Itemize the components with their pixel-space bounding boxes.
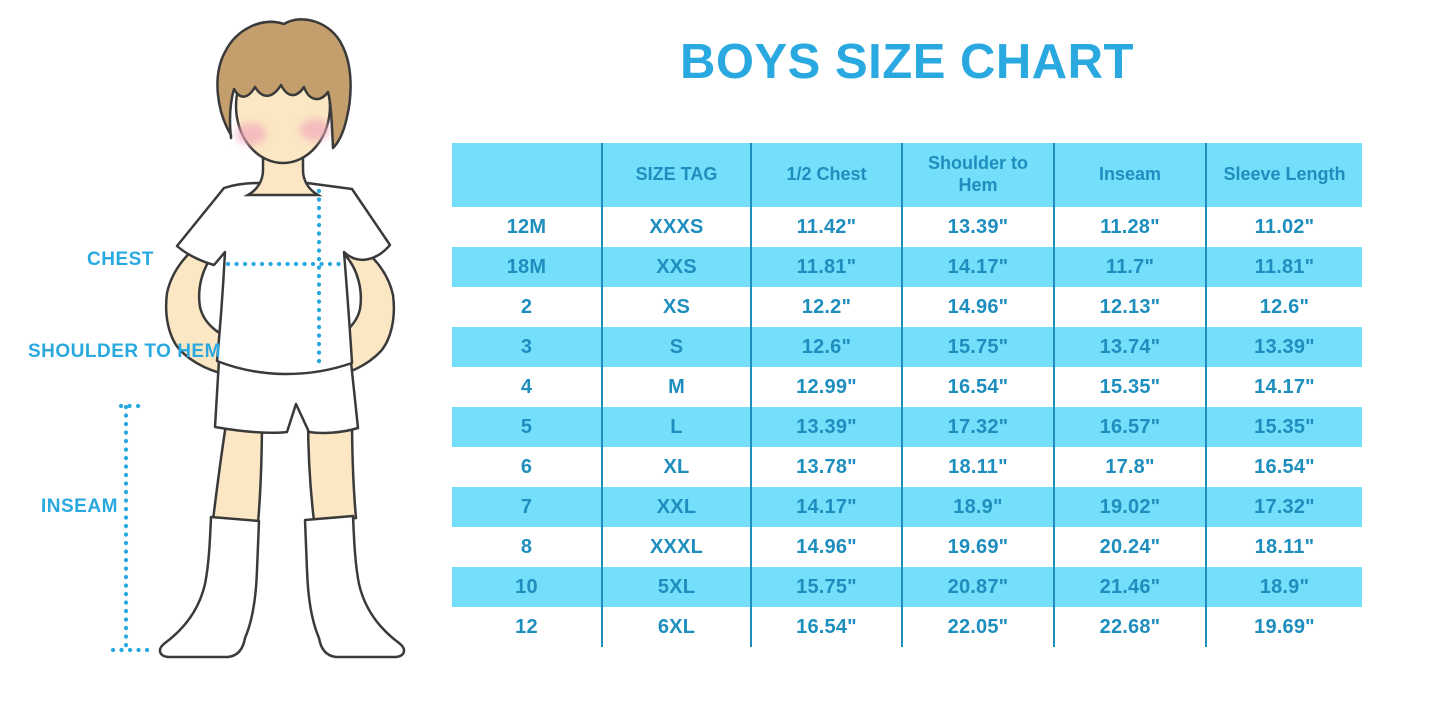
size-value-cell: XS <box>603 287 752 327</box>
size-row-label: 2 <box>452 287 603 327</box>
boy-figure-illustration <box>110 18 406 659</box>
size-value-cell: 13.74" <box>1055 327 1207 367</box>
size-value-cell: XXXS <box>603 207 752 247</box>
size-value-cell: 15.35" <box>1207 407 1362 447</box>
size-value-cell: 18.11" <box>1207 527 1362 567</box>
size-value-cell: 12.13" <box>1055 287 1207 327</box>
blush-left <box>236 123 266 145</box>
size-value-cell: XXXL <box>603 527 752 567</box>
size-value-cell: XL <box>603 447 752 487</box>
size-value-cell: 13.39" <box>752 407 903 447</box>
size-value-cell: 16.54" <box>752 607 903 647</box>
size-value-cell: 18.11" <box>903 447 1055 487</box>
size-value-cell: 13.39" <box>903 207 1055 247</box>
size-row-label: 3 <box>452 327 603 367</box>
inseam-label: INSEAM <box>41 496 118 517</box>
size-value-cell: 18.9" <box>1207 567 1362 607</box>
column-header: Shoulder to Hem <box>903 143 1055 207</box>
size-value-cell: 11.7" <box>1055 247 1207 287</box>
size-value-cell: 14.96" <box>903 287 1055 327</box>
chest-label: CHEST <box>87 249 154 270</box>
size-value-cell: 20.87" <box>903 567 1055 607</box>
size-value-cell: 14.17" <box>1207 367 1362 407</box>
size-value-cell: 6XL <box>603 607 752 647</box>
size-value-cell: XXS <box>603 247 752 287</box>
size-value-cell: 17.8" <box>1055 447 1207 487</box>
size-value-cell: 17.32" <box>903 407 1055 447</box>
size-value-cell: 12.99" <box>752 367 903 407</box>
size-value-cell: 16.54" <box>1207 447 1362 487</box>
size-value-cell: 14.17" <box>752 487 903 527</box>
size-row-label: 12M <box>452 207 603 247</box>
size-value-cell: 19.02" <box>1055 487 1207 527</box>
size-value-cell: 12.6" <box>1207 287 1362 327</box>
size-value-cell: 15.35" <box>1055 367 1207 407</box>
size-value-cell: L <box>603 407 752 447</box>
column-header <box>452 143 603 207</box>
size-value-cell: M <box>603 367 752 407</box>
size-value-cell: 13.78" <box>752 447 903 487</box>
size-value-cell: 19.69" <box>903 527 1055 567</box>
size-value-cell: 16.54" <box>903 367 1055 407</box>
size-value-cell: 21.46" <box>1055 567 1207 607</box>
shirt-shape <box>175 181 392 376</box>
size-row-label: 12 <box>452 607 603 647</box>
size-value-cell: 15.75" <box>903 327 1055 367</box>
page-title: BOYS SIZE CHART <box>680 35 1134 89</box>
size-value-cell: 13.39" <box>1207 327 1362 367</box>
blush-right <box>300 119 330 141</box>
size-row-label: 10 <box>452 567 603 607</box>
size-value-cell: 18.9" <box>903 487 1055 527</box>
size-row-label: 18M <box>452 247 603 287</box>
size-value-cell: 17.32" <box>1207 487 1362 527</box>
size-value-cell: 19.69" <box>1207 607 1362 647</box>
right-leg <box>306 412 358 523</box>
size-value-cell: 11.28" <box>1055 207 1207 247</box>
column-header: SIZE TAG <box>603 143 752 207</box>
column-header: Inseam <box>1055 143 1207 207</box>
size-value-cell: 20.24" <box>1055 527 1207 567</box>
size-value-cell: 16.57" <box>1055 407 1207 447</box>
size-value-cell: 5XL <box>603 567 752 607</box>
left-sock <box>158 515 261 659</box>
size-value-cell: 11.81" <box>752 247 903 287</box>
size-value-cell: XXL <box>603 487 752 527</box>
hair-shape <box>216 18 352 150</box>
size-value-cell: S <box>603 327 752 367</box>
column-header: 1/2 Chest <box>752 143 903 207</box>
size-value-cell: 22.68" <box>1055 607 1207 647</box>
shoulder-to-hem-label: SHOULDER TO HEM <box>28 341 221 362</box>
size-row-label: 8 <box>452 527 603 567</box>
size-value-cell: 11.81" <box>1207 247 1362 287</box>
size-value-cell: 12.2" <box>752 287 903 327</box>
size-value-cell: 22.05" <box>903 607 1055 647</box>
size-value-cell: 15.75" <box>752 567 903 607</box>
column-header: Sleeve Length <box>1207 143 1362 207</box>
size-value-cell: 12.6" <box>752 327 903 367</box>
size-table: SIZE TAG 1/2 Chest Shoulder to Hem Inseam Sl… <box>452 143 1362 647</box>
size-value-cell: 14.17" <box>903 247 1055 287</box>
size-value-cell: 14.96" <box>752 527 903 567</box>
size-row-label: 5 <box>452 407 603 447</box>
size-row-label: 4 <box>452 367 603 407</box>
size-value-cell: 11.42" <box>752 207 903 247</box>
size-row-label: 6 <box>452 447 603 487</box>
right-sock <box>303 514 406 659</box>
size-row-label: 7 <box>452 487 603 527</box>
size-value-cell: 11.02" <box>1207 207 1362 247</box>
